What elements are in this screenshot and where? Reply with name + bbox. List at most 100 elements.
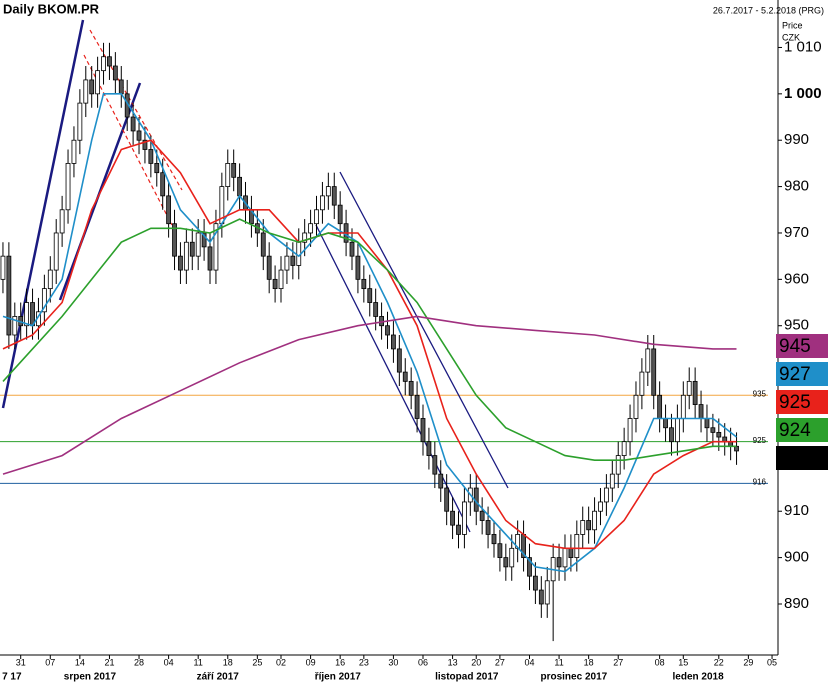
candle-body xyxy=(568,547,574,559)
candle-body xyxy=(592,510,597,531)
horizontal-line-label: 916 xyxy=(753,478,767,487)
candle-body xyxy=(83,79,89,104)
x-tick-label: 11 xyxy=(194,657,203,667)
candle-body xyxy=(272,278,278,290)
x-tick-label: 11 xyxy=(554,657,563,667)
candle-body xyxy=(331,186,337,206)
candle-body xyxy=(385,325,390,336)
candle-body xyxy=(538,589,544,605)
candle-body xyxy=(195,232,201,257)
x-tick-label: 22 xyxy=(714,657,724,667)
price-label: 924 xyxy=(779,420,811,441)
candle-body xyxy=(172,223,177,257)
candle-body xyxy=(639,371,645,396)
candle-body xyxy=(491,534,497,545)
price-label-box xyxy=(776,390,828,414)
candle-body xyxy=(426,441,432,456)
x-tick-label: 13 xyxy=(448,657,458,667)
candle-body xyxy=(414,394,420,419)
candle-body xyxy=(231,163,237,178)
x-tick-label: 30 xyxy=(388,657,398,667)
price-label: 927 xyxy=(779,364,811,385)
price-label: 925 xyxy=(779,392,811,413)
price-label-box xyxy=(776,418,828,442)
month-label: říjen 2017 xyxy=(315,672,362,683)
candle-body xyxy=(207,246,213,271)
month-label: srpen 2017 xyxy=(64,672,117,683)
y-tick-label: 910 xyxy=(784,502,809,519)
candle-body xyxy=(59,209,65,234)
candle-body xyxy=(266,255,272,280)
candle-body xyxy=(645,348,651,373)
candle-body xyxy=(24,302,30,327)
candle-body xyxy=(148,149,154,164)
y-tick-label: 1 000 xyxy=(784,85,822,102)
candle-body xyxy=(225,163,231,187)
candle-body xyxy=(189,241,195,257)
x-tick-label: 05 xyxy=(767,657,777,667)
candle-body xyxy=(373,302,379,317)
candle-body xyxy=(337,204,343,225)
candle-body xyxy=(290,255,296,266)
candle-body xyxy=(562,547,568,568)
x-tick-label: 15 xyxy=(678,657,688,667)
y-tick-label: 960 xyxy=(784,270,809,287)
month-label: září 2017 xyxy=(197,672,240,683)
x-tick-label: 06 xyxy=(418,657,428,667)
x-tick-label: 04 xyxy=(524,657,534,667)
candle-body xyxy=(621,441,627,456)
candle-body xyxy=(651,348,657,396)
x-tick-label: 09 xyxy=(306,657,316,667)
price-label-box xyxy=(776,362,828,386)
candle-body xyxy=(112,65,118,81)
subtitle: 26.7.2017 - 5.2.2018 (PRG) xyxy=(713,5,824,15)
candle-body xyxy=(497,543,503,559)
y-tick-label: 980 xyxy=(784,178,809,195)
candle-body xyxy=(698,404,704,419)
candle-body xyxy=(556,557,562,568)
candle-body xyxy=(686,380,692,396)
candle-body xyxy=(89,79,95,95)
candle-body xyxy=(183,241,189,271)
x-tick-label: 14 xyxy=(75,657,85,667)
candle-body xyxy=(710,427,716,433)
candle-body xyxy=(444,487,450,512)
candle-body xyxy=(615,455,621,475)
line-series xyxy=(2,139,737,550)
candle-body xyxy=(6,255,12,336)
x-tick-label: 07 xyxy=(45,657,55,667)
line-series xyxy=(2,218,737,461)
horizontal-line-label: 935 xyxy=(753,389,767,398)
x-tick-label: 20 xyxy=(471,657,481,667)
candle-body xyxy=(355,255,361,280)
trend-line xyxy=(315,224,471,533)
candle-body xyxy=(308,223,313,234)
month-label: leden 2018 xyxy=(673,672,725,683)
candle-body xyxy=(136,130,142,141)
candle-body xyxy=(479,510,485,521)
candle-body xyxy=(284,255,290,271)
y-axis-unit: CZK xyxy=(782,32,800,42)
candle-body xyxy=(627,418,633,443)
candles xyxy=(0,42,739,642)
candle-body xyxy=(462,501,467,535)
candle-body xyxy=(278,269,284,290)
candle-body xyxy=(71,139,77,164)
x-tick-label: 18 xyxy=(584,657,594,667)
x-tick-label: 21 xyxy=(104,657,114,667)
candle-body xyxy=(503,557,509,568)
candle-body xyxy=(633,394,639,419)
candle-body xyxy=(0,255,6,280)
candle-body xyxy=(657,394,663,419)
candle-body xyxy=(77,102,83,141)
candle-body xyxy=(166,195,172,225)
y-tick-label: 890 xyxy=(784,595,809,612)
price-label-box xyxy=(776,446,828,470)
candle-body xyxy=(95,70,101,95)
price-label: 923 xyxy=(779,448,811,469)
candle-body xyxy=(349,241,355,257)
candle-body xyxy=(160,172,166,197)
candle-body xyxy=(580,520,586,535)
candle-body xyxy=(438,473,444,489)
